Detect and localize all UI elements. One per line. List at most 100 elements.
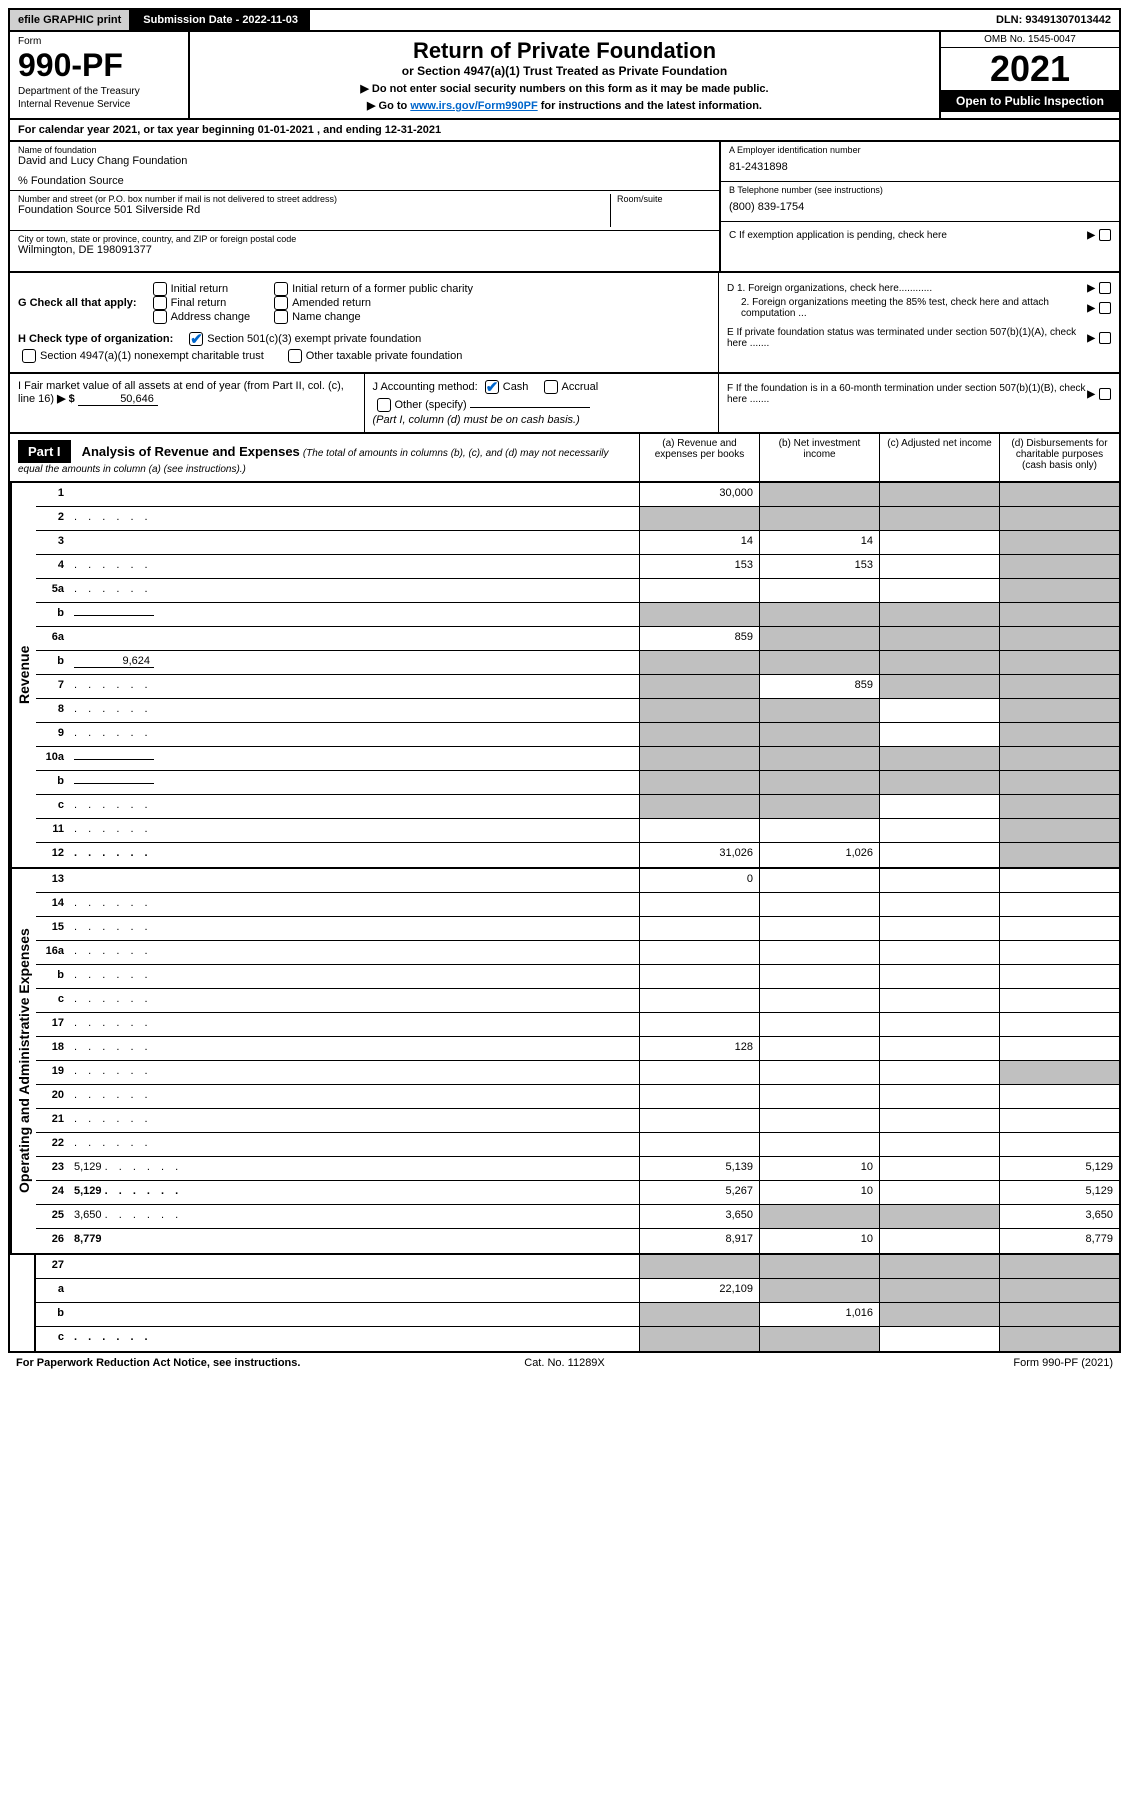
cell-a: 153: [639, 555, 759, 578]
row-number: 21: [36, 1109, 68, 1132]
row-number: 10a: [36, 747, 68, 770]
table-row: 21 . . . . . .: [36, 1109, 1119, 1133]
f-label: F If the foundation is in a 60-month ter…: [727, 383, 1087, 405]
cell-a: [639, 1061, 759, 1084]
cell-d: [999, 941, 1119, 964]
g-final-return-checkbox[interactable]: [153, 296, 167, 310]
row-description: [68, 1303, 639, 1326]
cell-c: [879, 723, 999, 746]
form990pf-link[interactable]: www.irs.gov/Form990PF: [410, 100, 537, 112]
h-opt2: Section 4947(a)(1) nonexempt charitable …: [40, 350, 264, 362]
part1-header-row: Part I Analysis of Revenue and Expenses …: [8, 434, 1121, 483]
cell-b: [759, 483, 879, 506]
row-number: 20: [36, 1085, 68, 1108]
g-h-block: G Check all that apply: Initial return F…: [8, 273, 1121, 374]
cell-c: [879, 917, 999, 940]
cell-d: [999, 893, 1119, 916]
row-number: b: [36, 651, 68, 674]
row-number: 11: [36, 819, 68, 842]
row-number: 23: [36, 1157, 68, 1180]
table-row: 20 . . . . . .: [36, 1085, 1119, 1109]
j-cash-checkbox[interactable]: [485, 380, 499, 394]
cell-b: [759, 989, 879, 1012]
cell-d: [999, 1037, 1119, 1060]
cell-c: [879, 771, 999, 794]
table-row: 12 . . . . . .31,0261,026: [36, 843, 1119, 867]
cell-a: 8,917: [639, 1229, 759, 1253]
form-title: Return of Private Foundation: [210, 38, 919, 64]
footer-rows-section: 27a22,109b1,016c . . . . . .: [8, 1255, 1121, 1353]
cell-b: 10: [759, 1181, 879, 1204]
h-opt1: Section 501(c)(3) exempt private foundat…: [207, 333, 421, 345]
col-c-header: (c) Adjusted net income: [879, 434, 999, 481]
cell-b: [759, 819, 879, 842]
i-value: 50,646: [78, 393, 158, 406]
row-number: b: [36, 603, 68, 626]
cell-a: [639, 1303, 759, 1326]
cell-c: [879, 1205, 999, 1228]
form-number: 990-PF: [18, 47, 180, 84]
cell-d: 5,129: [999, 1157, 1119, 1180]
cell-c: [879, 483, 999, 506]
cell-a: [639, 1255, 759, 1278]
cell-d: [999, 675, 1119, 698]
revenue-side-label: Revenue: [10, 483, 36, 867]
j-note: (Part I, column (d) must be on cash basi…: [373, 414, 711, 426]
part1-title: Analysis of Revenue and Expenses: [82, 444, 300, 459]
cell-a: [639, 1133, 759, 1156]
row-number: 12: [36, 843, 68, 867]
cell-b: [759, 603, 879, 626]
efile-label[interactable]: efile GRAPHIC print: [10, 10, 131, 30]
cell-d: [999, 651, 1119, 674]
cell-a: [639, 965, 759, 988]
g-address-change-checkbox[interactable]: [153, 310, 167, 324]
co-label: % Foundation Source: [18, 175, 711, 187]
e-label: E If private foundation status was termi…: [727, 327, 1087, 349]
g-name-change-checkbox[interactable]: [274, 310, 288, 324]
cell-b: [759, 1109, 879, 1132]
j-accrual-checkbox[interactable]: [544, 380, 558, 394]
e-checkbox[interactable]: [1099, 332, 1111, 344]
cell-b: [759, 579, 879, 602]
cell-d: [999, 965, 1119, 988]
d1-checkbox[interactable]: [1099, 282, 1111, 294]
cell-b: 10: [759, 1229, 879, 1253]
cell-d: [999, 747, 1119, 770]
cell-b: [759, 795, 879, 818]
phone-label: B Telephone number (see instructions): [729, 185, 1111, 195]
cell-b: [759, 627, 879, 650]
h-501c3-checkbox[interactable]: [189, 332, 203, 346]
row-description: . . . . . .: [68, 699, 639, 722]
cell-d: [999, 1061, 1119, 1084]
cell-b: [759, 651, 879, 674]
c-checkbox[interactable]: [1099, 229, 1111, 241]
cell-c: [879, 893, 999, 916]
cell-d: [999, 771, 1119, 794]
j-other-checkbox[interactable]: [377, 398, 391, 412]
h-4947-checkbox[interactable]: [22, 349, 36, 363]
cell-b: [759, 1085, 879, 1108]
h-other-taxable-checkbox[interactable]: [288, 349, 302, 363]
d2-checkbox[interactable]: [1099, 302, 1111, 314]
row-description: . . . . . .: [68, 1133, 639, 1156]
table-row: 2 . . . . . .: [36, 507, 1119, 531]
cell-d: [999, 723, 1119, 746]
cell-a: [639, 507, 759, 530]
g-amended-return-checkbox[interactable]: [274, 296, 288, 310]
row-description: . . . . . .: [68, 579, 639, 602]
row-description: . . . . . .: [68, 917, 639, 940]
cell-b: [759, 1037, 879, 1060]
row-number: 15: [36, 917, 68, 940]
cell-a: [639, 651, 759, 674]
foundation-name: David and Lucy Chang Foundation: [18, 155, 711, 167]
cell-a: [639, 1109, 759, 1132]
g-opt-3: Initial return of a former public charit…: [292, 283, 473, 295]
g-initial-former-checkbox[interactable]: [274, 282, 288, 296]
g-initial-return-checkbox[interactable]: [153, 282, 167, 296]
row-description: [68, 1279, 639, 1302]
row-number: b: [36, 1303, 68, 1326]
f-checkbox[interactable]: [1099, 388, 1111, 400]
row-number: 16a: [36, 941, 68, 964]
cell-b: 14: [759, 531, 879, 554]
expense-section: Operating and Administrative Expenses 13…: [8, 869, 1121, 1255]
